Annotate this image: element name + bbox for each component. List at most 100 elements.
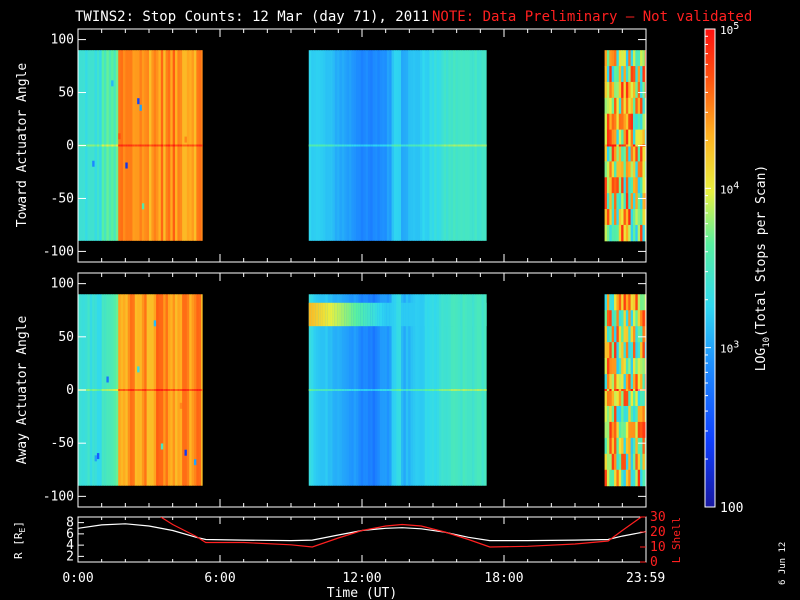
- heatmap-cell: [642, 145, 646, 162]
- heatmap-cell: [327, 302, 331, 327]
- heatmap-cell: [642, 209, 646, 226]
- heatmap-cell: [628, 113, 632, 131]
- heatmap-cell: [436, 144, 440, 147]
- heatmap-cell: [618, 405, 622, 423]
- heatmap-cell: [160, 144, 164, 147]
- heatmap-cell: [621, 177, 624, 194]
- heatmap-cell: [635, 66, 639, 83]
- heatmap-cell: [644, 113, 646, 131]
- heatmap-cell: [644, 81, 646, 99]
- panel3-y2label: L Shell: [670, 517, 683, 563]
- heatmap-cell: [443, 144, 447, 147]
- heatmap-cell: [320, 389, 324, 391]
- heatmap-cell: [621, 50, 624, 67]
- heatmap-cell: [479, 302, 482, 327]
- x-tick-label: 6:00: [204, 571, 235, 586]
- heatmap-cell: [635, 81, 639, 99]
- heatmap-cell: [348, 144, 352, 147]
- heatmap-cell: [640, 294, 643, 311]
- y-tick-label: 50: [58, 86, 74, 101]
- heatmap-cell: [637, 405, 641, 423]
- heatmap-cell: [170, 389, 174, 391]
- heatmap-cell: [623, 469, 627, 487]
- heatmap-cell: [332, 144, 336, 147]
- heatmap-cell: [419, 389, 423, 391]
- heatmap-cell: [408, 144, 411, 147]
- heatmap-cell: [635, 342, 639, 359]
- heatmap-cell: [637, 358, 641, 375]
- heatmap-cell: [606, 129, 610, 146]
- panel-away-actuator-angle: 100 50 0 -50 -100 Away Actuator Angle: [15, 272, 647, 508]
- heatmap-cell: [618, 421, 622, 439]
- heatmap-cell: [625, 81, 629, 99]
- heatmap-cell: [448, 302, 452, 327]
- heatmap-cell: [621, 97, 624, 115]
- heatmap-cell: [625, 342, 629, 359]
- heatmap-cell: [625, 389, 629, 391]
- heatmap-cell: [640, 177, 643, 194]
- heatmap-cell: [632, 390, 636, 407]
- heatmap-cell: [628, 66, 632, 83]
- heatmap-cell: [621, 469, 624, 487]
- x-tick-label: 23:59: [626, 571, 665, 586]
- heatmap-cell: [642, 50, 646, 67]
- heatmap-cell: [632, 193, 636, 210]
- heatmap-cell: [377, 144, 381, 147]
- heatmap-cell: [313, 302, 317, 327]
- heatmap-cell: [611, 50, 615, 67]
- heatmap-cell: [441, 389, 445, 391]
- heatmap-cell: [604, 97, 608, 115]
- heatmap-cell: [125, 144, 129, 147]
- heatmap-cell: [483, 302, 487, 327]
- heatmap-cell: [621, 113, 624, 131]
- heatmap-cell: [609, 310, 613, 327]
- heatmap-cell: [457, 144, 461, 147]
- heatmap-cell: [637, 342, 641, 359]
- heatmap-cell: [104, 389, 107, 391]
- heatmap-cell: [474, 144, 478, 147]
- heatmap-cell: [628, 50, 632, 67]
- heatmap-cell: [604, 294, 608, 311]
- heatmap-cell: [621, 209, 624, 226]
- heatmap-cell: [611, 144, 615, 147]
- heatmap-cell: [172, 389, 176, 391]
- heatmap-cell: [614, 129, 617, 146]
- heatmap-cell: [604, 310, 608, 327]
- heatmap-cell: [431, 144, 435, 147]
- heatmap-cell: [391, 144, 395, 147]
- heatmap-cell: [417, 144, 421, 147]
- heatmap-cell: [153, 320, 157, 327]
- heatmap-cell: [375, 389, 378, 391]
- heatmap-cell: [606, 224, 610, 242]
- heatmap-cell: [630, 209, 634, 226]
- heatmap-cell: [146, 144, 150, 147]
- heatmap-cell: [640, 310, 643, 327]
- heatmap-cell: [611, 326, 615, 343]
- heatmap-cell: [621, 294, 624, 311]
- heatmap-cell: [606, 193, 610, 210]
- heatmap-cell: [635, 453, 639, 471]
- heatmap-cell: [358, 302, 362, 327]
- heatmap-cell: [640, 358, 643, 375]
- heatmap-cell: [401, 389, 404, 391]
- heatmap-cell: [644, 469, 646, 487]
- heatmap-cell: [637, 437, 641, 455]
- heatmap-cell: [609, 97, 613, 115]
- heatmap-cell: [616, 342, 620, 359]
- heatmap-cell: [609, 177, 613, 194]
- heatmap-cell: [625, 144, 629, 147]
- heatmap-cell: [609, 193, 613, 210]
- heatmap-cell: [611, 437, 615, 455]
- heatmap-cell: [609, 405, 613, 423]
- heatmap-cell: [196, 389, 200, 391]
- heatmap-cell: [408, 302, 411, 327]
- heatmap-cell: [625, 66, 629, 83]
- heatmap-cell: [450, 144, 454, 147]
- y2-tick-label: 30: [650, 510, 666, 525]
- heatmap-cell: [106, 389, 110, 391]
- heatmap-cell: [616, 421, 620, 439]
- heatmap-cell: [618, 66, 622, 83]
- heatmap-cell: [337, 302, 340, 327]
- heatmap-cell: [623, 129, 627, 146]
